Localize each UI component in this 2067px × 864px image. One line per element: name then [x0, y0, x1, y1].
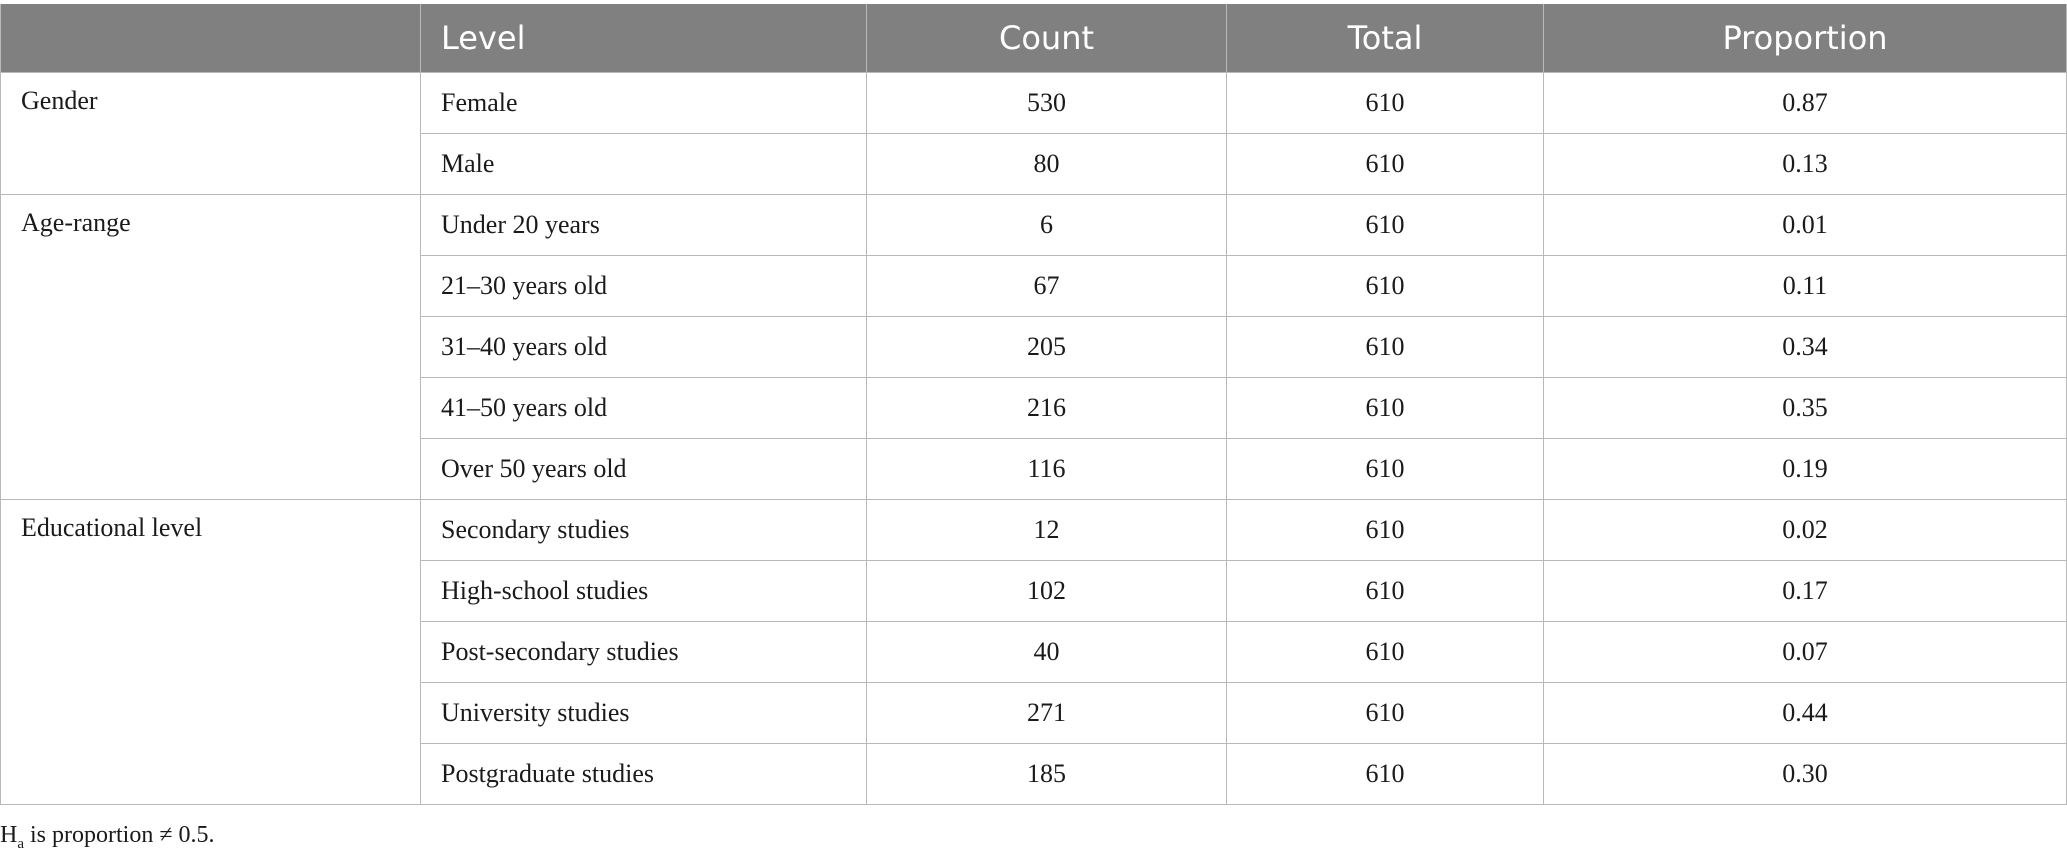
level-cell: University studies	[420, 682, 867, 744]
group-label: Educational level	[0, 499, 421, 805]
demographics-table: Level Count Total Proportion Gender Femal…	[0, 4, 2067, 805]
total-cell: 610	[1226, 316, 1544, 378]
header-category	[0, 4, 421, 73]
proportion-cell: 0.44	[1543, 682, 2067, 744]
level-cell: 21–30 years old	[420, 255, 867, 317]
proportion-cell: 0.34	[1543, 316, 2067, 378]
level-cell: Female	[420, 72, 867, 134]
proportion-cell: 0.01	[1543, 194, 2067, 256]
data-table-container: Level Count Total Proportion Gender Femal…	[0, 4, 2067, 805]
count-cell: 12	[866, 499, 1227, 561]
total-cell: 610	[1226, 499, 1544, 561]
level-cell: Under 20 years	[420, 194, 867, 256]
table-row: Educational level Secondary studies 12 610 0…	[0, 499, 2067, 805]
level-cell: Over 50 years old	[420, 438, 867, 500]
proportion-cell: 0.30	[1543, 743, 2067, 805]
total-cell: 610	[1226, 72, 1544, 134]
level-cell: Male	[420, 133, 867, 195]
count-cell: 185	[866, 743, 1227, 805]
header-level: Level	[420, 4, 867, 73]
level-cell: Post-secondary studies	[420, 621, 867, 683]
table-row: High-school studies 102 610 0.17	[1, 560, 2067, 622]
total-cell: 610	[1226, 194, 1544, 256]
total-cell: 610	[1226, 743, 1544, 805]
proportion-cell: 0.07	[1543, 621, 2067, 683]
proportion-cell: 0.87	[1543, 72, 2067, 134]
table-footnote: Ha is proportion ≠ 0.5.	[0, 822, 215, 853]
proportion-cell: 0.35	[1543, 377, 2067, 439]
proportion-cell: 0.17	[1543, 560, 2067, 622]
total-cell: 610	[1226, 621, 1544, 683]
level-cell: 41–50 years old	[420, 377, 867, 439]
table-row: Over 50 years old 116 610 0.19	[1, 438, 2067, 500]
header-total: Total	[1226, 4, 1544, 73]
table-row: Postgraduate studies 185 610 0.30	[1, 743, 2067, 805]
level-cell: 31–40 years old	[420, 316, 867, 378]
proportion-cell: 0.19	[1543, 438, 2067, 500]
count-cell: 530	[866, 72, 1227, 134]
table-header: Level Count Total Proportion	[0, 4, 2067, 73]
table-body: Gender Female 530 610 0.87 Male 80 610 0.13 Age-r…	[0, 72, 2067, 805]
proportion-cell: 0.13	[1543, 133, 2067, 195]
group-label: Age-range	[0, 194, 421, 500]
level-cell: Postgraduate studies	[420, 743, 867, 805]
header-count: Count	[866, 4, 1227, 73]
count-cell: 6	[866, 194, 1227, 256]
count-cell: 216	[866, 377, 1227, 439]
footnote-subscript: a	[17, 835, 25, 852]
footnote-symbol: H	[0, 822, 18, 848]
total-cell: 610	[1226, 682, 1544, 744]
level-cell: Secondary studies	[420, 499, 867, 561]
header-proportion: Proportion	[1543, 4, 2067, 73]
total-cell: 610	[1226, 377, 1544, 439]
count-cell: 116	[866, 438, 1227, 500]
group-label: Gender	[0, 72, 421, 195]
table-row: 31–40 years old 205 610 0.34	[1, 316, 2067, 378]
total-cell: 610	[1226, 133, 1544, 195]
level-cell: High-school studies	[420, 560, 867, 622]
count-cell: 67	[866, 255, 1227, 317]
total-cell: 610	[1226, 255, 1544, 317]
footnote-text: is proportion ≠ 0.5.	[24, 822, 215, 848]
header-row: Level Count Total Proportion	[0, 4, 2067, 73]
count-cell: 271	[866, 682, 1227, 744]
table-row: Post-secondary studies 40 610 0.07	[1, 621, 2067, 683]
count-cell: 205	[866, 316, 1227, 378]
count-cell: 80	[866, 133, 1227, 195]
table-row: Age-range Under 20 years 6 610 0.01	[0, 194, 2067, 500]
table-row: Gender Female 530 610 0.87	[0, 72, 2067, 195]
total-cell: 610	[1226, 560, 1544, 622]
proportion-cell: 0.02	[1543, 499, 2067, 561]
count-cell: 40	[866, 621, 1227, 683]
count-cell: 102	[866, 560, 1227, 622]
table-row: 41–50 years old 216 610 0.35	[1, 377, 2067, 439]
table-row: 21–30 years old 67 610 0.11	[1, 255, 2067, 317]
total-cell: 610	[1226, 438, 1544, 500]
proportion-cell: 0.11	[1543, 255, 2067, 317]
